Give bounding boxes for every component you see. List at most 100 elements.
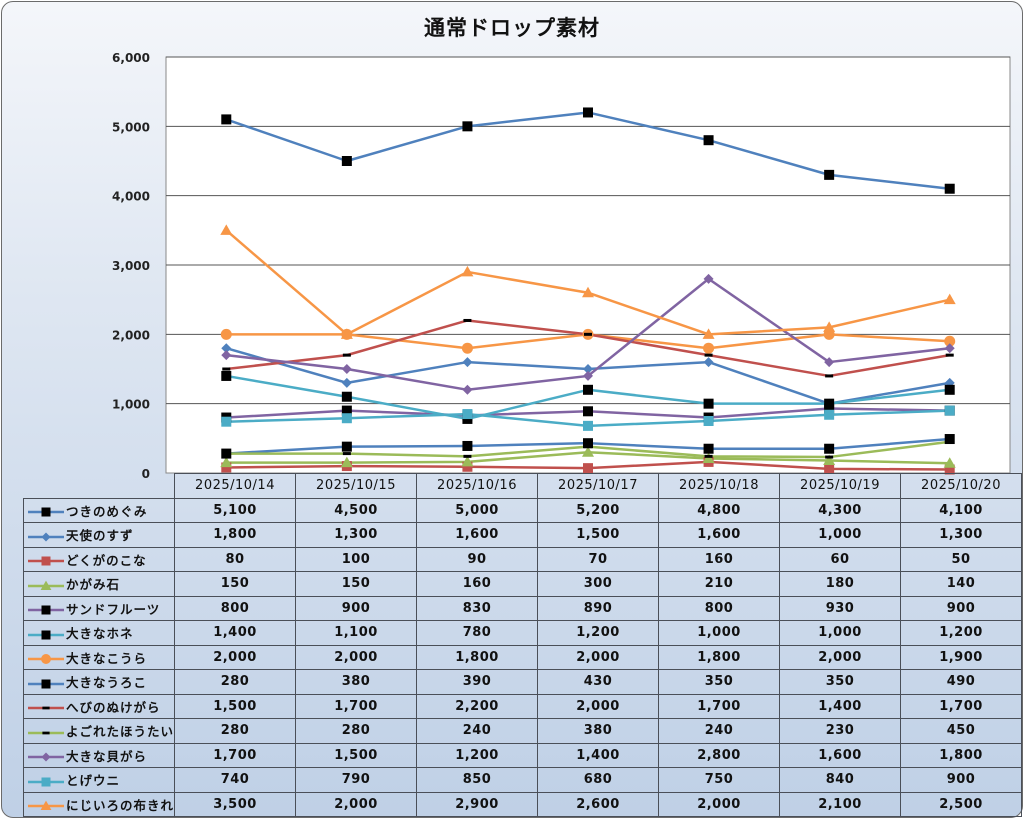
data-label: 830 <box>416 595 539 621</box>
data-label: 1,600 <box>658 522 781 548</box>
data-label: 1,500 <box>174 693 297 719</box>
data-label: 1,400 <box>174 620 297 646</box>
data-point <box>824 169 835 180</box>
legend-label: 天使のすず <box>66 528 134 544</box>
legend-label: へびのぬけがら <box>66 699 161 715</box>
legend-entry: つきのめぐみ <box>22 497 176 523</box>
table-row: とげウニ 740 790 850 680 750 840 900 <box>22 767 1023 793</box>
legend-key-icon <box>28 630 64 640</box>
data-point <box>583 420 593 431</box>
legend-label: とげウニ <box>66 773 121 789</box>
data-label: 380 <box>295 669 418 695</box>
data-label: 2,000 <box>174 644 297 670</box>
data-label: 900 <box>900 595 1023 621</box>
data-point <box>463 318 472 322</box>
table-header-row: 2025/10/14 2025/10/15 2025/10/16 2025/10/17… <box>23 473 1023 499</box>
data-point <box>583 107 593 118</box>
data-label: 850 <box>416 767 539 793</box>
data-label: 2,200 <box>416 693 539 719</box>
data-label: 4,500 <box>295 497 418 523</box>
data-point <box>221 416 232 427</box>
data-label: 2,000 <box>295 791 418 817</box>
data-label: 2,000 <box>537 693 660 719</box>
data-label: 280 <box>295 718 418 744</box>
data-point <box>824 409 835 420</box>
x-tick-label: 2025/10/18 <box>658 473 781 499</box>
data-point <box>944 335 956 347</box>
data-label: 1,500 <box>295 742 418 768</box>
legend-entry: 大きなこうら <box>22 644 176 670</box>
legend-key-icon <box>28 507 64 517</box>
data-label: 930 <box>779 595 902 621</box>
table-row: かがみ石 150 150 160 300 210 180 140 <box>22 571 1023 597</box>
data-label: 1,300 <box>295 522 418 548</box>
data-label: 70 <box>537 546 660 572</box>
legend-label: 大きなこうら <box>66 650 148 666</box>
data-point <box>703 135 714 146</box>
data-point <box>945 353 954 357</box>
data-label: 1,200 <box>416 742 539 768</box>
data-point <box>462 461 473 472</box>
data-label: 280 <box>174 718 297 744</box>
data-label: 450 <box>900 718 1023 744</box>
chart-title: 通常ドロップ素材 <box>424 16 600 40</box>
data-label: 1,800 <box>416 644 539 670</box>
data-point <box>341 391 352 402</box>
data-label: 680 <box>537 767 660 793</box>
data-label: 4,100 <box>900 497 1023 523</box>
legend-entry: よごれたほうたい <box>22 718 176 744</box>
y-tick-label: 1,000 <box>112 398 150 412</box>
legend-key-marker <box>41 630 51 640</box>
x-tick-label: 2025/10/14 <box>174 473 297 499</box>
data-point <box>463 454 472 458</box>
legend-key-icon <box>28 706 64 710</box>
data-label: 740 <box>174 767 297 793</box>
data-label: 350 <box>658 669 781 695</box>
data-point <box>222 367 231 371</box>
data-point <box>341 405 352 416</box>
data-point <box>824 463 835 474</box>
legend-key-icon <box>28 752 64 762</box>
legend-key-icon <box>28 605 64 615</box>
data-point <box>943 293 956 305</box>
legend-entry: とげウニ <box>22 767 176 793</box>
data-label: 1,900 <box>900 644 1023 670</box>
data-point <box>582 286 594 298</box>
data-point <box>582 446 594 457</box>
data-label: 2,500 <box>900 791 1023 817</box>
data-point <box>703 398 714 409</box>
data-point <box>583 438 593 449</box>
data-label: 1,200 <box>537 620 660 646</box>
legend-label: 大きなホネ <box>66 626 134 642</box>
data-label: 230 <box>779 718 902 744</box>
data-point <box>704 353 713 357</box>
table-row: どくがのこな 80 100 90 70 160 60 50 <box>22 546 1023 572</box>
data-point <box>823 454 836 466</box>
y-tick-label: 2,000 <box>112 328 150 342</box>
data-point <box>703 443 714 454</box>
legend-key-icon <box>28 580 64 590</box>
data-label: 390 <box>416 669 539 695</box>
data-point <box>462 384 473 395</box>
data-label: 210 <box>658 571 781 597</box>
data-label: 1,800 <box>900 742 1023 768</box>
data-point <box>341 156 352 166</box>
data-point <box>824 398 835 409</box>
legend-label: サンドフルーツ <box>66 601 161 617</box>
y-tick-label: 6,000 <box>112 51 150 65</box>
data-point <box>462 357 473 368</box>
legend-entry: 大きなうろこ <box>22 669 176 695</box>
data-point <box>221 462 232 473</box>
x-tick-label: 2025/10/20 <box>900 473 1023 499</box>
data-label: 150 <box>174 571 297 597</box>
table-row: つきのめぐみ 5,100 4,500 5,000 5,200 4,800 4,300 4,10… <box>22 497 1023 523</box>
data-label: 5,000 <box>416 497 539 523</box>
legend-key-marker <box>41 605 51 615</box>
data-label: 1,600 <box>779 742 902 768</box>
data-point <box>340 456 353 468</box>
data-label: 2,100 <box>779 791 902 817</box>
data-point <box>583 364 593 374</box>
data-label: 430 <box>537 669 660 695</box>
table-row: にじいろの布きれ 3,500 2,000 2,900 2,600 2,000 2,100 2,… <box>22 791 1023 817</box>
data-label: 160 <box>658 546 781 572</box>
